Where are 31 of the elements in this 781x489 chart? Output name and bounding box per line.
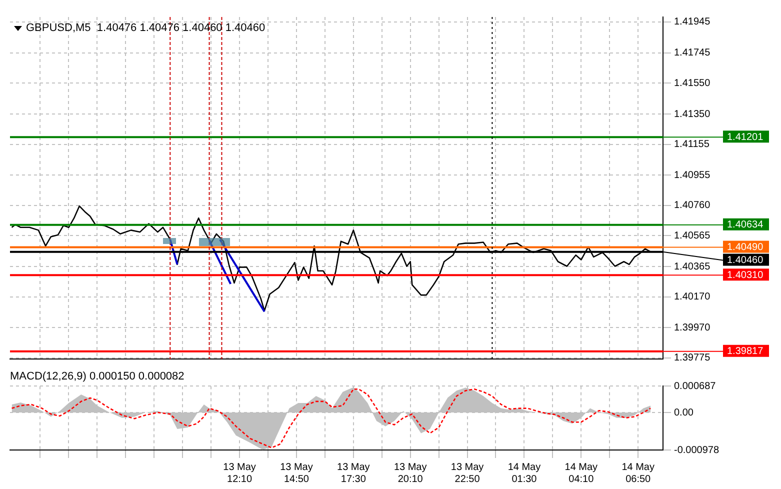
y-tick-label: 1.41945 bbox=[674, 16, 711, 28]
ref-line-label: 1.40490 bbox=[727, 242, 764, 253]
y-tick-label: 1.39775 bbox=[674, 352, 711, 364]
y-tick-label: 1.40760 bbox=[674, 200, 711, 212]
ref-line-label: 1.39817 bbox=[727, 346, 764, 358]
ref-line-label: 1.41201 bbox=[727, 132, 764, 143]
x-tick-label: 13 May 22:50 bbox=[450, 462, 484, 485]
x-tick-label: 13 May 12:10 bbox=[223, 462, 256, 485]
y-tick-label: 1.39970 bbox=[674, 322, 711, 334]
chart-title: MACD(12,26,9) 0.000150 0.000082 bbox=[10, 370, 184, 383]
text: GBPUSD,M5 1.40476 1.40476 1.40460 1.40460 bbox=[26, 22, 266, 34]
y-tick-label: 1.41745 bbox=[674, 48, 711, 59]
ref-line-label: 1.40460 bbox=[727, 254, 764, 266]
y-tick-label: -0.000978 bbox=[674, 444, 720, 456]
y-tick-label: 1.40365 bbox=[674, 261, 711, 272]
y-tick-label: 1.41155 bbox=[674, 139, 710, 150]
y-tick-label: 0.000687 bbox=[674, 380, 716, 392]
x-tick-label: 14 May 06:50 bbox=[622, 462, 654, 485]
y-tick-label: 1.41350 bbox=[674, 108, 711, 120]
y-tick-label: 1.40565 bbox=[674, 230, 711, 242]
y-tick-label: 1.40170 bbox=[674, 292, 711, 303]
x-tick-label: 14 May 04:10 bbox=[564, 462, 598, 485]
x-tick-label: 14 May 01:30 bbox=[508, 462, 541, 485]
y-tick-label: 0.00 bbox=[674, 407, 694, 418]
x-tick-label: 13 May 20:10 bbox=[394, 462, 427, 485]
y-tick-label: 1.40955 bbox=[674, 170, 711, 181]
x-tick-label: 13 May 17:30 bbox=[337, 462, 370, 485]
y-tick-label: 1.41550 bbox=[674, 78, 711, 89]
x-tick-label: 13 May 14:50 bbox=[280, 462, 313, 485]
ref-line-label: 1.40634 bbox=[727, 220, 764, 231]
ref-line-label: 1.40310 bbox=[727, 270, 764, 281]
